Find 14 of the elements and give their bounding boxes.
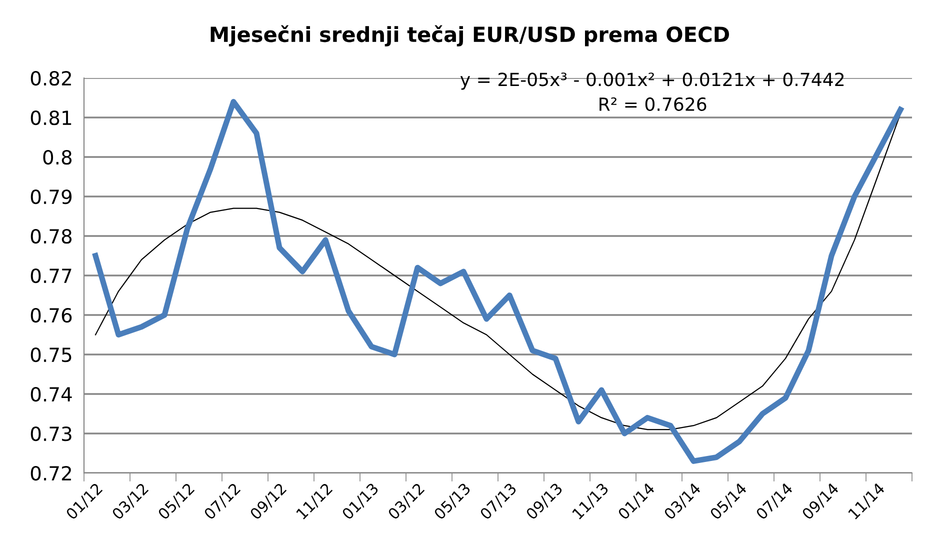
y-tick-label: 0.74 xyxy=(30,386,72,402)
y-tick-label: 0.82 xyxy=(30,70,71,86)
chart-title: Mjesečni srednji tečaj EUR/USD prema OECD xyxy=(210,25,730,46)
y-tick-label: 0.81 xyxy=(30,110,72,126)
y-tick-label: 0.77 xyxy=(30,268,72,284)
annotation: R² = 0.7626 xyxy=(600,97,706,112)
annotation: y = 2E-05x³ - 0.001x² + 0.0121x + 0.7442 xyxy=(460,72,844,90)
y-tick-label: 0.75 xyxy=(30,347,72,362)
y-tick-label: 0.76 xyxy=(30,308,72,323)
y-tick-label: 0.72 xyxy=(30,466,71,481)
y-tick-label: 0.73 xyxy=(30,426,72,442)
y-tick-label: 0.78 xyxy=(30,228,72,244)
y-tick-label: 0.8 xyxy=(43,150,72,165)
y-tick-label: 0.79 xyxy=(30,189,72,204)
